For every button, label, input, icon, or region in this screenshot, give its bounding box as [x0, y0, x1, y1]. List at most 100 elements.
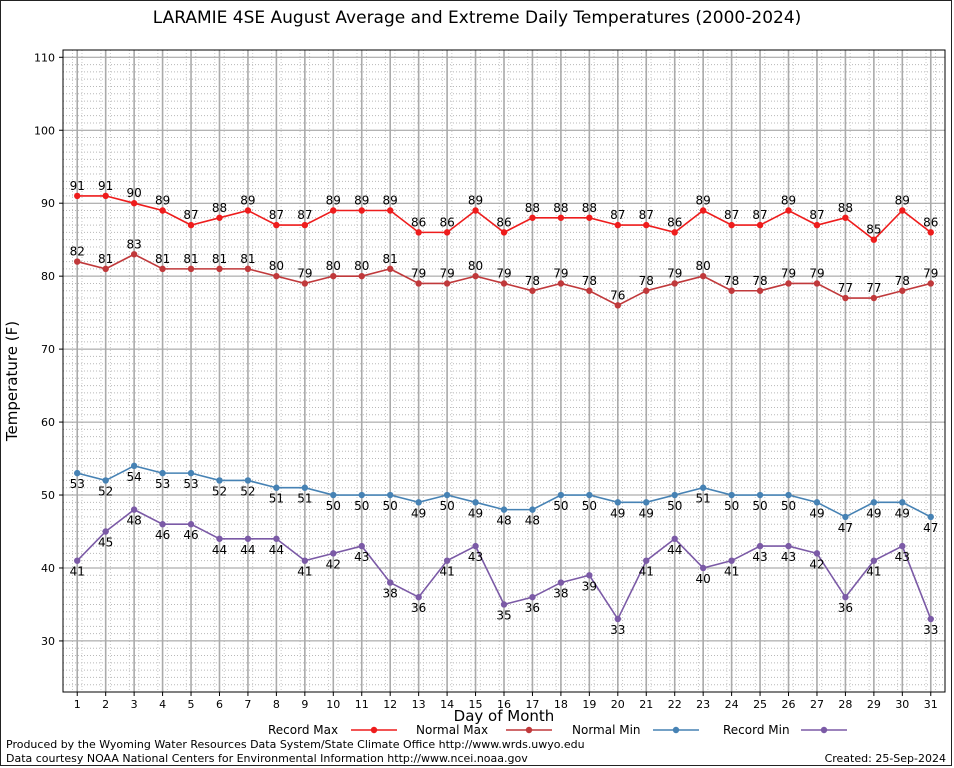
record-max-point	[756, 221, 764, 229]
record-min-point	[643, 557, 650, 564]
record-min-data-label: 44	[212, 543, 227, 557]
record-min-data-label: 39	[582, 579, 597, 593]
record-max-point	[130, 200, 138, 207]
record-max-point	[358, 207, 365, 214]
x-tick-label: 6	[216, 698, 223, 711]
record-max-point	[586, 214, 593, 221]
normal-max-data-label: 82	[70, 245, 85, 259]
record-min-point	[813, 550, 821, 557]
record-min-data-label: 43	[781, 550, 796, 564]
normal-min-data-label: 53	[155, 477, 170, 491]
normal-min-data-label: 49	[610, 506, 625, 520]
x-tick-label: 8	[273, 698, 280, 711]
normal-min-point	[586, 491, 593, 499]
normal-max-data-label: 79	[553, 266, 568, 280]
record-max-point	[870, 236, 878, 243]
normal-max-point	[130, 251, 138, 258]
record-max-data-label: 87	[724, 208, 739, 222]
record-min-data-label: 44	[240, 543, 255, 557]
normal-min-point	[74, 469, 81, 477]
normal-max-point	[472, 272, 479, 280]
record-max-data-label: 87	[639, 208, 654, 222]
x-tick-label: 27	[810, 698, 824, 711]
normal-max-data-label: 79	[923, 266, 938, 280]
record-max-point	[671, 229, 678, 236]
normal-max-data-label: 81	[98, 252, 113, 266]
normal-max-data-label: 81	[240, 252, 255, 266]
created-stamp: Created: 25-Sep-2024	[825, 752, 946, 765]
normal-min-point	[273, 484, 280, 491]
normal-max-point	[443, 280, 451, 287]
normal-min-point	[187, 469, 195, 477]
record-max-point	[415, 229, 422, 236]
record-max-point	[557, 214, 565, 221]
normal-max-data-label: 78	[582, 274, 597, 288]
normal-max-point	[500, 280, 508, 287]
normal-max-data-label: 79	[667, 266, 682, 280]
record-max-data-label: 88	[212, 201, 227, 215]
normal-max-data-label: 78	[525, 274, 540, 288]
record-min-point	[216, 535, 223, 542]
normal-max-data-label: 80	[269, 259, 284, 273]
record-max-data-label: 87	[183, 208, 198, 222]
record-max-point	[102, 192, 109, 200]
x-tick-label: 18	[554, 698, 568, 711]
normal-max-data-label: 81	[383, 252, 398, 266]
normal-min-point	[472, 499, 479, 506]
normal-min-point	[301, 484, 309, 491]
record-max-point	[842, 214, 849, 221]
record-max-point	[728, 221, 735, 229]
record-max-data-label: 87	[297, 208, 312, 222]
legend: Record Max Normal Max Normal Min Record Min	[268, 723, 847, 737]
record-max-data-label: 87	[809, 208, 824, 222]
record-max-data-label: 89	[354, 194, 369, 208]
normal-min-point	[899, 499, 906, 506]
normal-max-point	[159, 265, 166, 273]
x-tick-label: 7	[244, 698, 251, 711]
normal-min-point	[159, 469, 166, 477]
record-max-data-label: 87	[610, 208, 625, 222]
record-max-data-label: 88	[553, 201, 568, 215]
record-min-point	[785, 542, 792, 550]
x-tick-label: 21	[639, 698, 653, 711]
normal-min-point	[671, 491, 678, 499]
x-tick-label: 3	[131, 698, 138, 711]
x-tick-label: 30	[895, 698, 909, 711]
normal-min-data-label: 51	[297, 492, 312, 506]
normal-max-data-label: 80	[468, 259, 483, 273]
normal-max-point	[643, 287, 650, 294]
normal-max-point	[415, 280, 422, 287]
normal-min-point	[130, 462, 138, 470]
normal-min-point	[358, 491, 365, 499]
record-max-point	[273, 221, 280, 229]
created-label: Created:	[824, 752, 872, 765]
x-tick-label: 14	[440, 698, 454, 711]
record-min-data-label: 41	[70, 565, 85, 579]
x-tick-label: 9	[301, 698, 308, 711]
normal-min-data-label: 50	[752, 499, 767, 513]
normal-max-point	[74, 258, 81, 265]
normal-max-point	[842, 294, 849, 302]
record-min-point	[74, 557, 81, 564]
x-tick-label: 31	[924, 698, 938, 711]
record-min-point	[842, 593, 849, 601]
normal-max-data-label: 77	[866, 281, 881, 295]
record-min-data-label: 36	[411, 601, 426, 615]
normal-min-data-label: 49	[809, 506, 824, 520]
normal-min-point	[614, 499, 622, 506]
record-max-data-label: 86	[411, 215, 426, 229]
y-tick-label: 30	[41, 635, 55, 648]
normal-min-data-label: 47	[923, 521, 938, 535]
normal-max-point	[870, 294, 878, 302]
record-min-point	[130, 506, 138, 513]
record-max-data-label: 86	[923, 215, 938, 229]
normal-min-data-label: 50	[326, 499, 341, 513]
record-min-point	[586, 572, 593, 579]
record-max-point	[899, 207, 906, 214]
y-tick-label: 40	[41, 562, 55, 575]
record-max-point	[500, 229, 508, 236]
x-tick-label: 12	[383, 698, 397, 711]
normal-max-point	[244, 265, 252, 273]
record-max-point	[472, 207, 479, 214]
